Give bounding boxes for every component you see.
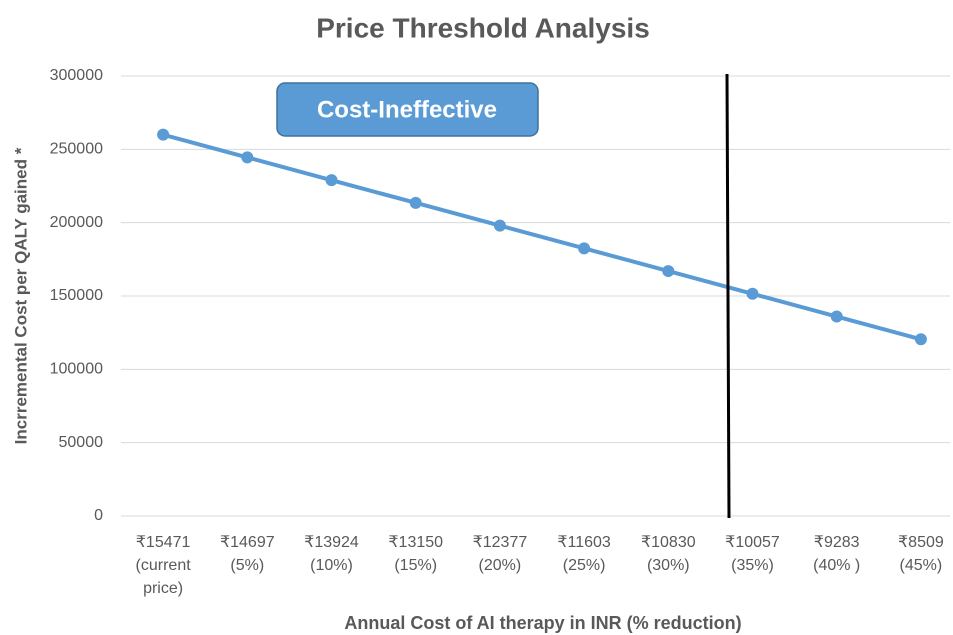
x-tick-label-line: price) xyxy=(143,580,183,597)
y-tick-label: 250000 xyxy=(50,141,103,158)
x-tick-label-line: (30%) xyxy=(647,557,690,574)
x-tick-label: ₹8509 (45%) xyxy=(898,534,944,574)
x-tick-label-line: ₹10830 xyxy=(641,534,696,551)
data-point xyxy=(409,196,422,209)
x-tick-label: ₹12377 (20%) xyxy=(473,534,528,574)
x-tick-label-line: ₹13924 xyxy=(304,534,359,551)
x-tick-label: ₹9283 (40% ) xyxy=(813,534,860,574)
x-tick-label-line: ₹10057 xyxy=(725,534,780,551)
y-axis-label: Incrremental Cost per QALY gained * xyxy=(11,147,30,444)
data-point xyxy=(746,287,759,300)
threshold-line xyxy=(725,73,731,519)
x-tick-label-line: (10%) xyxy=(310,557,353,574)
x-tick-label-line: ₹9283 xyxy=(814,534,860,551)
series-line xyxy=(162,132,922,342)
x-tick-label: ₹11603 (25%) xyxy=(557,534,611,574)
data-point xyxy=(578,242,591,255)
x-tick-label: ₹10057 (35%) xyxy=(725,534,780,574)
x-tick-label: ₹14697 (5%) xyxy=(220,534,275,574)
data-point xyxy=(157,128,170,141)
x-tick-label-line: (25%) xyxy=(563,557,606,574)
x-axis-label: Annual Cost of AI therapy in INR (% redu… xyxy=(344,613,741,633)
y-tick-label: 200000 xyxy=(50,214,103,231)
x-tick-label-line: ₹15471 xyxy=(136,534,191,551)
x-tick-label-line: (5%) xyxy=(230,557,264,574)
data-point xyxy=(662,265,675,278)
x-tick-label-line: ₹13150 xyxy=(388,534,443,551)
annotation: Cost-Ineffective xyxy=(317,96,497,123)
x-tick-label-line: (35%) xyxy=(731,557,774,574)
x-tick-label-line: (current xyxy=(136,557,192,574)
y-tick-label: 100000 xyxy=(50,361,103,378)
x-tick-label: ₹13924 (10%) xyxy=(304,534,359,574)
x-tick-label-line: ₹14697 xyxy=(220,534,275,551)
x-tick-label-line: ₹11603 xyxy=(557,534,611,551)
x-tick-label-line: (45%) xyxy=(900,557,943,574)
x-tick-label-line: (40% ) xyxy=(813,557,860,574)
y-tick-label: 150000 xyxy=(50,287,103,304)
y-tick-label: 50000 xyxy=(59,434,104,451)
data-point xyxy=(325,174,338,187)
data-point xyxy=(493,219,506,232)
annotation-box xyxy=(276,82,539,137)
data-point xyxy=(830,310,843,323)
x-tick-label-line: (20%) xyxy=(479,557,522,574)
y-tick-label: 0 xyxy=(94,507,103,524)
y-tick-label: 300000 xyxy=(50,67,103,84)
x-tick-label: ₹15471 (current price) xyxy=(136,534,192,597)
data-point xyxy=(914,333,927,346)
x-tick-label: ₹10830 (30%) xyxy=(641,534,696,574)
x-tick-label-line: (15%) xyxy=(394,557,437,574)
chart-title: Price Threshold Analysis xyxy=(316,12,650,43)
x-tick-label: ₹13150 (15%) xyxy=(388,534,443,574)
data-point xyxy=(241,151,254,164)
x-tick-label-line: ₹8509 xyxy=(898,534,944,551)
plot-area: 0 50000 100000 150000 200000 250000 300000 ₹154… xyxy=(50,67,950,597)
x-tick-label-line: ₹12377 xyxy=(473,534,528,551)
